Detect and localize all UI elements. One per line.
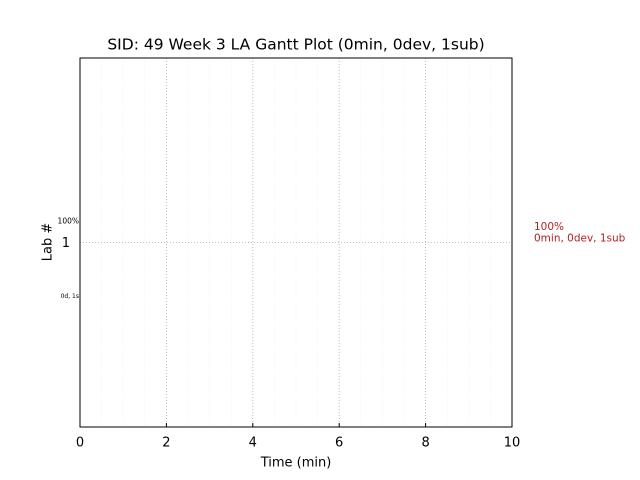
x-tick-label: 10 (504, 436, 521, 451)
bar-bottom-label: 0d, 1s (61, 293, 79, 300)
x-tick-label: 0 (76, 436, 84, 451)
x-tick-label: 2 (162, 436, 170, 451)
chart-title: SID: 49 Week 3 LA Gantt Plot (0min, 0dev… (107, 36, 484, 54)
x-axis-label: Time (min) (260, 456, 332, 471)
plot-frame (79, 57, 513, 428)
x-tick-label: 4 (249, 436, 257, 451)
y-axis-label: Lab # (41, 223, 56, 262)
summary-label: 100% (534, 221, 564, 233)
summary-label: 0min, 0dev, 1sub (534, 233, 626, 245)
y-tick-label: 1 (62, 236, 70, 251)
x-tick-label: 6 (335, 436, 343, 451)
x-tick-label: 8 (421, 436, 429, 451)
bar-top-label: 100% (58, 217, 79, 226)
